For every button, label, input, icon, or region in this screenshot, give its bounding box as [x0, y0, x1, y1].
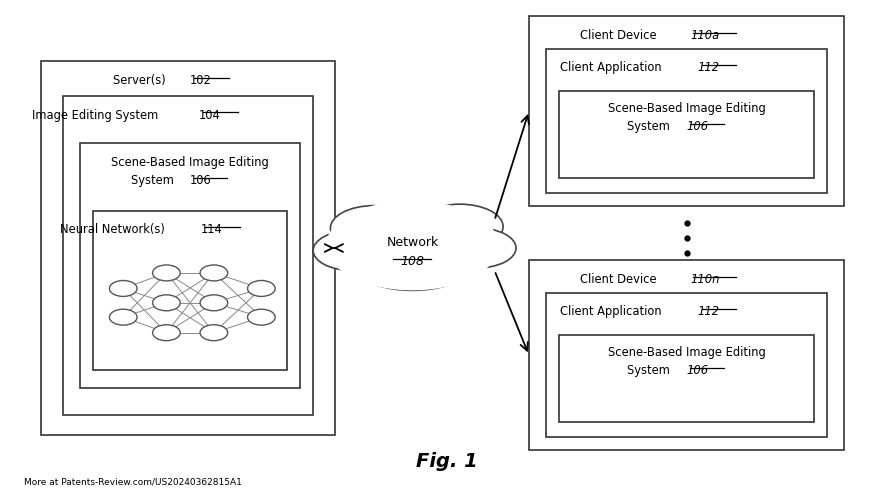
Bar — [559, 335, 814, 422]
Text: Fig. 1: Fig. 1 — [416, 452, 478, 471]
Bar — [559, 91, 814, 178]
Text: Scene-Based Image Editing: Scene-Based Image Editing — [608, 102, 766, 115]
Text: 110n: 110n — [690, 273, 719, 286]
Circle shape — [152, 325, 180, 341]
Text: System: System — [627, 364, 673, 377]
Circle shape — [247, 309, 275, 325]
Text: 112: 112 — [697, 61, 719, 74]
Text: System: System — [131, 174, 177, 187]
Circle shape — [152, 265, 180, 281]
Text: Client Device: Client Device — [581, 29, 661, 42]
Ellipse shape — [438, 228, 516, 268]
Ellipse shape — [363, 256, 462, 291]
Text: Neural Network(s): Neural Network(s) — [60, 223, 169, 236]
Text: 110a: 110a — [690, 29, 719, 42]
Bar — [93, 210, 287, 370]
Bar — [62, 96, 313, 415]
Text: Server(s): Server(s) — [113, 74, 169, 87]
Text: Client Application: Client Application — [560, 61, 665, 74]
Text: 114: 114 — [202, 223, 223, 236]
Text: 106: 106 — [686, 120, 708, 133]
Bar — [80, 143, 300, 387]
Text: System: System — [627, 120, 673, 133]
Text: Image Editing System: Image Editing System — [33, 109, 162, 122]
Ellipse shape — [356, 218, 468, 273]
Text: Client Device: Client Device — [581, 273, 661, 286]
Text: Network: Network — [386, 235, 438, 248]
Circle shape — [109, 281, 137, 297]
Text: 112: 112 — [697, 305, 719, 318]
Circle shape — [247, 281, 275, 297]
Text: 104: 104 — [199, 109, 221, 122]
Text: 106: 106 — [190, 174, 212, 187]
Ellipse shape — [326, 201, 499, 291]
Bar — [546, 49, 827, 193]
Bar — [546, 293, 827, 437]
Bar — [529, 261, 844, 450]
Circle shape — [200, 265, 228, 281]
Bar — [41, 61, 334, 435]
Text: Client Application: Client Application — [560, 305, 665, 318]
Bar — [529, 17, 844, 205]
Ellipse shape — [313, 230, 391, 271]
Ellipse shape — [417, 204, 503, 249]
Circle shape — [200, 295, 228, 311]
Circle shape — [152, 295, 180, 311]
Text: 108: 108 — [400, 256, 424, 269]
Circle shape — [109, 309, 137, 325]
Circle shape — [200, 325, 228, 341]
Ellipse shape — [330, 205, 417, 250]
Text: More at Patents-Review.com/US20240362815A1: More at Patents-Review.com/US20240362815… — [24, 477, 242, 486]
Text: Scene-Based Image Editing: Scene-Based Image Editing — [608, 346, 766, 359]
Text: 106: 106 — [686, 364, 708, 377]
Text: Scene-Based Image Editing: Scene-Based Image Editing — [111, 156, 269, 169]
Text: 102: 102 — [190, 74, 212, 87]
